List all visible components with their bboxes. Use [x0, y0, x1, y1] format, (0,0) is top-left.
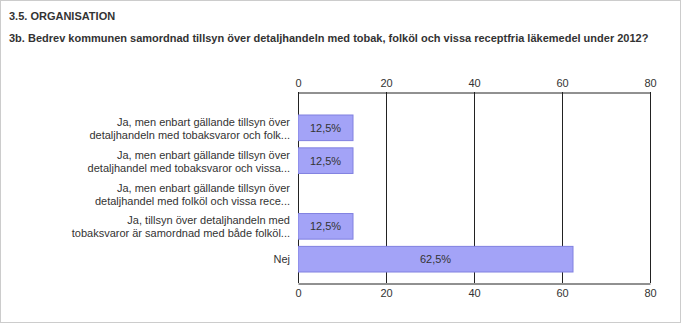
- tick: 60: [556, 77, 568, 93]
- tick: 0: [295, 77, 301, 93]
- data-label: 12,5%: [310, 122, 341, 134]
- tick-label: 0: [295, 287, 301, 299]
- category-label: Ja, tillsyn över detaljhandeln medtobaks…: [72, 214, 290, 239]
- tick: 40: [468, 77, 480, 93]
- category-label: Ja, men enbart gällande tillsyn överdeta…: [89, 116, 290, 141]
- axis-line: [299, 284, 651, 285]
- grid-line: [650, 92, 651, 283]
- frame: [1, 1, 681, 323]
- category-label: Ja, men enbart gällande tillsyn överdeta…: [95, 182, 290, 207]
- tick-label: 40: [468, 287, 480, 299]
- category-label: Ja, men enbart gällande tillsyn överdeta…: [88, 149, 291, 174]
- tick: 40: [468, 284, 480, 300]
- tick: 0: [295, 284, 301, 300]
- tick-label: 20: [380, 287, 392, 299]
- tick: 20: [380, 284, 392, 300]
- tick: 20: [380, 77, 392, 93]
- bar: [298, 214, 353, 240]
- tick-label: 40: [468, 77, 480, 89]
- chart: 3.5. ORGANISATION 3b. Bedrev kommunen sam…: [0, 0, 681, 323]
- category-labels: Ja, men enbart gällande tillsyn överdeta…: [72, 116, 291, 265]
- bar: [298, 148, 353, 174]
- bar: [298, 115, 353, 141]
- x-axis-top: 0 20 40 60 80: [295, 77, 656, 94]
- bar: [298, 246, 573, 272]
- data-label: 12,5%: [310, 220, 341, 232]
- tick: 60: [556, 284, 568, 300]
- x-axis-bottom: 0 20 40 60 80: [295, 284, 656, 300]
- title: 3.5. ORGANISATION: [9, 10, 115, 22]
- data-label: 62,5%: [420, 253, 451, 265]
- subtitle: 3b. Bedrev kommunen samordnad tillsyn öv…: [9, 32, 649, 44]
- axis-line: [299, 93, 651, 94]
- tick-label: 60: [556, 77, 568, 89]
- data-label: 12,5%: [310, 155, 341, 167]
- data-labels: 12,5% 12,5% 12,5% 62,5%: [310, 122, 451, 265]
- category-label: Nej: [273, 253, 290, 265]
- tick-label: 60: [556, 287, 568, 299]
- tick-label: 20: [380, 77, 392, 89]
- tick-label: 80: [644, 77, 656, 89]
- grid: [299, 92, 651, 283]
- bars: [298, 115, 573, 272]
- tick: 80: [644, 77, 656, 93]
- tick: 80: [644, 284, 656, 300]
- tick-label: 0: [295, 77, 301, 89]
- tick-label: 80: [644, 287, 656, 299]
- bar: [298, 181, 299, 207]
